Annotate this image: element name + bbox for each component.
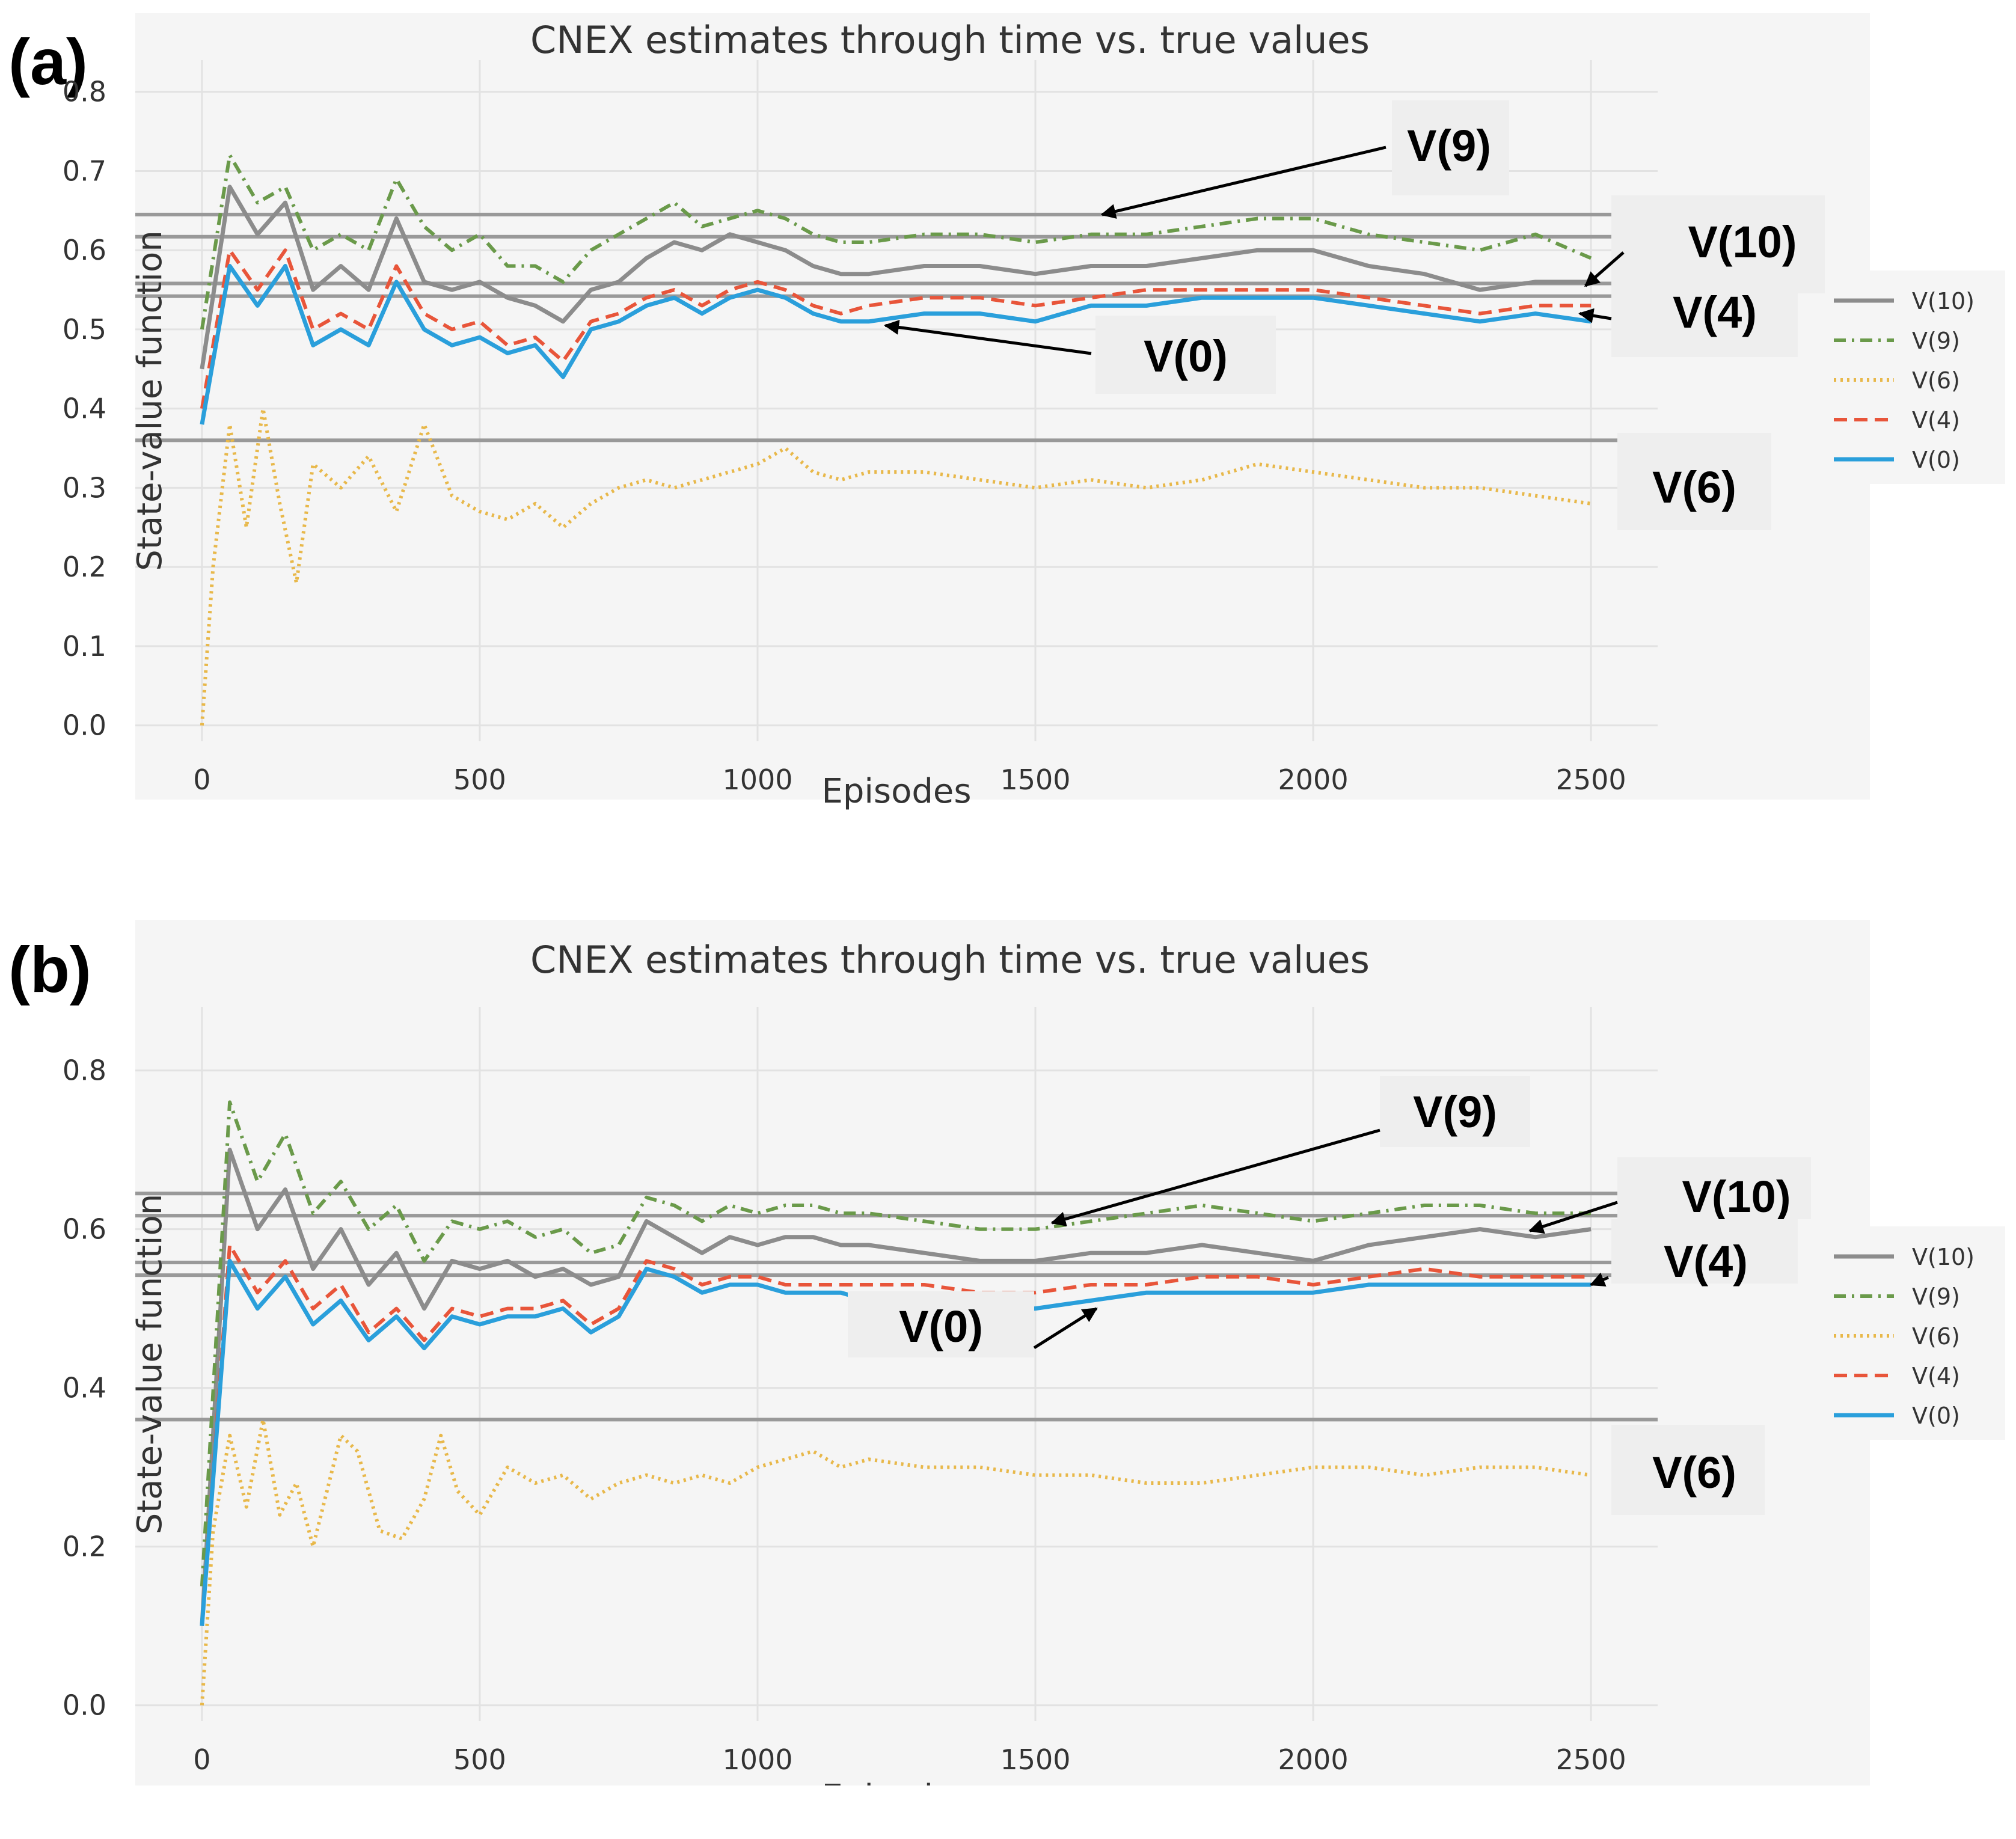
- annotation-box: [1617, 1157, 1811, 1219]
- x-tick-label: 1000: [722, 1743, 792, 1776]
- chart-background: [135, 13, 1870, 800]
- annotation-box: [1617, 433, 1771, 530]
- annotation-label: V(4): [1664, 1237, 1748, 1287]
- annotation-box: [848, 1291, 1034, 1357]
- annotation-arrow: [1589, 1272, 1609, 1287]
- annotation-box: [1392, 100, 1509, 195]
- x-tick-label: 500: [453, 763, 506, 796]
- annotation-label: V(10): [1688, 217, 1797, 267]
- annotation-box: [1611, 195, 1825, 293]
- annotation-arrow: [1584, 251, 1625, 287]
- x-axis-label: Episodes: [821, 772, 971, 811]
- y-tick-label: 0.2: [63, 1531, 106, 1563]
- legend-label-v0: V(0): [1912, 447, 1960, 473]
- annotation-label: V(6): [1652, 462, 1736, 512]
- x-axis-label: Episodes: [821, 1778, 971, 1785]
- legend-label-v4: V(4): [1912, 407, 1960, 433]
- y-tick-label: 0.1: [63, 630, 106, 662]
- panel-label-b: (b): [8, 933, 91, 1006]
- annotation-arrow: [1100, 145, 1386, 219]
- y-tick-label: 0.0: [63, 709, 106, 742]
- legend-label-v6: V(6): [1912, 1323, 1960, 1350]
- series-line-v9: [200, 153, 1592, 330]
- annotation-label: V(9): [1407, 121, 1491, 171]
- annotation-label: V(6): [1652, 1448, 1736, 1498]
- legend-label-v4: V(4): [1912, 1363, 1960, 1389]
- series-line-v10: [200, 1148, 1592, 1626]
- series-line-v9: [200, 1100, 1592, 1587]
- chart-title: CNEX estimates through time vs. true val…: [530, 18, 1370, 62]
- annotation-label: V(0): [899, 1302, 983, 1351]
- panel-label-a: (a): [8, 25, 88, 98]
- annotation-arrow: [1578, 308, 1612, 323]
- x-tick-label: 0: [193, 763, 210, 796]
- legend-label-v6: V(6): [1912, 367, 1960, 394]
- x-tick-label: 2500: [1556, 763, 1626, 796]
- annotation-label: V(0): [1144, 331, 1228, 381]
- annotation-label: V(10): [1682, 1172, 1791, 1222]
- x-tick-label: 0: [193, 1743, 210, 1776]
- chart-a: 0.0 0.1 0.2 0.3 0.4 0.5 0.6 0.7 0.8 0 500 1000 1500 2…: [63, 13, 2005, 811]
- annotation-box: [1095, 316, 1276, 394]
- y-tick-label: 0.6: [63, 1213, 106, 1246]
- series-line-v0: [200, 1258, 1592, 1626]
- y-tick-label: 0.3: [63, 471, 106, 504]
- y-tick-label: 0.2: [63, 551, 106, 583]
- x-tick-label: 2500: [1556, 1743, 1626, 1776]
- x-tick-label: 2000: [1278, 763, 1349, 796]
- legend-label-v9: V(9): [1912, 328, 1960, 354]
- y-tick-label: 0.6: [63, 234, 106, 266]
- series-line-v10: [200, 185, 1592, 370]
- annotation-arrow: [884, 319, 1092, 355]
- annotation-arrow: [1050, 1128, 1380, 1226]
- y-tick-label: 0.8: [63, 1054, 106, 1087]
- annotation-box: [1611, 293, 1798, 357]
- legend-box: [1810, 271, 2005, 484]
- y-tick-label: 0.4: [63, 1372, 106, 1404]
- chart-b: 0.0 0.2 0.4 0.6 0.8 0 500 1000 1500 2000 2500 CNEX …: [63, 920, 2005, 1785]
- series-line-v0: [200, 264, 1592, 425]
- y-axis-label: State-value function: [130, 230, 170, 571]
- annotation-box: [1380, 1076, 1530, 1147]
- annotation-label: V(9): [1413, 1087, 1497, 1137]
- annotation-arrow: [1033, 1307, 1098, 1350]
- legend-label-v10: V(10): [1912, 1244, 1975, 1270]
- y-tick-label: 0.8: [63, 76, 106, 108]
- x-tick-label: 1500: [1000, 763, 1070, 796]
- legend-label-v9: V(9): [1912, 1284, 1960, 1310]
- series-line-v4: [200, 248, 1592, 409]
- y-tick-label: 0.4: [63, 393, 106, 425]
- series-line-v4: [200, 1243, 1592, 1626]
- legend-label-v0: V(0): [1912, 1403, 1960, 1429]
- legend-label-v10: V(10): [1912, 288, 1975, 314]
- annotation-box: [1611, 1219, 1798, 1284]
- y-tick-label: 0.7: [63, 155, 106, 187]
- annotation-arrow: [1528, 1201, 1618, 1234]
- y-tick-label: 0.5: [63, 313, 106, 346]
- legend-box: [1810, 1226, 2005, 1440]
- chart-title: CNEX estimates through time vs. true val…: [530, 938, 1370, 982]
- x-tick-label: 1500: [1000, 1743, 1070, 1776]
- y-axis-label: State-value function: [130, 1194, 170, 1534]
- annotation-box: [1611, 1425, 1765, 1515]
- annotation-label: V(4): [1673, 287, 1757, 337]
- x-tick-label: 1000: [722, 763, 792, 796]
- x-tick-label: 500: [453, 1743, 506, 1776]
- x-tick-label: 2000: [1278, 1743, 1349, 1776]
- series-line-v6: [200, 1418, 1592, 1706]
- y-tick-label: 0.0: [63, 1689, 106, 1722]
